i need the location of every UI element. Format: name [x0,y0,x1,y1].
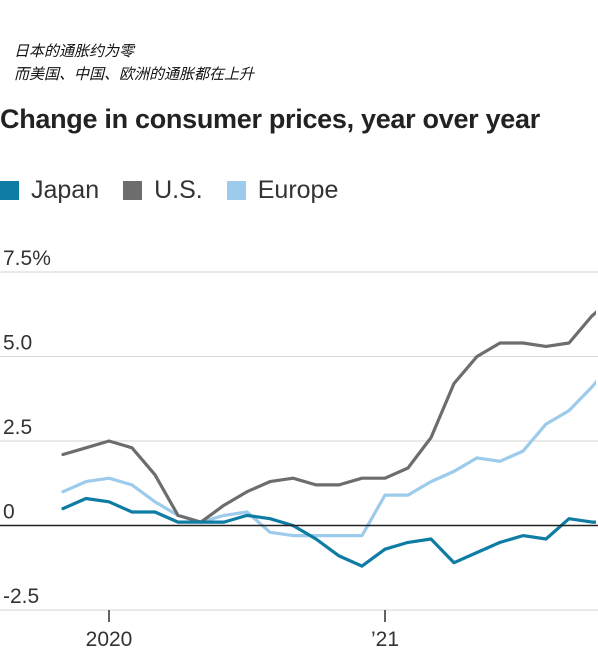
y-tick-label-3: 0 [3,501,15,524]
y-tick-label-2: 2.5 [3,416,32,439]
legend-swatch-japan [0,180,19,200]
x-tick-label-0: 2020 [86,628,133,651]
grid-layer [0,271,598,611]
axis-layer: 7.5% 5.0 2.5 0 -2.5 2020 ’21 [0,247,598,651]
legend-item-us: U.S. [123,176,203,205]
y-tick-label-4: -2.5 [3,585,39,608]
legend-label-europe: Europe [257,175,339,204]
series-line-japan [61,496,596,568]
legend-item-europe: Europe [226,175,339,205]
note-line-1: 日本的通胀约为零 [14,42,135,60]
legend-swatch-us [123,180,143,200]
x-tick-label-1: ’21 [371,628,399,651]
annotation-note: 日本的通胀约为零 而美国、中国、欧洲的通胀都在上升 [14,40,254,86]
series-layer [61,310,596,568]
legend-swatch-europe [226,180,246,200]
legend-label-us: U.S. [154,175,203,204]
y-tick-label-0: 7.5% [3,247,51,270]
y-tick-label-1: 5.0 [3,332,32,355]
note-line-2: 而美国、中国、欧洲的通胀都在上升 [14,65,255,83]
legend-item-japan: Japan [0,176,99,205]
chart-title: Change in consumer prices, year over yea… [0,104,540,134]
legend-label-japan: Japan [31,175,100,204]
series-line-us [61,310,596,524]
series-line-europe [61,379,596,538]
legend: Japan U.S. Europe [0,172,362,208]
